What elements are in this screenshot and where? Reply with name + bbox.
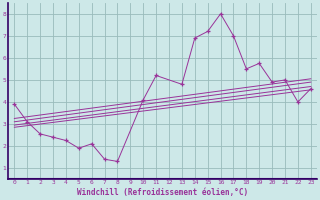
X-axis label: Windchill (Refroidissement éolien,°C): Windchill (Refroidissement éolien,°C) [77, 188, 248, 197]
